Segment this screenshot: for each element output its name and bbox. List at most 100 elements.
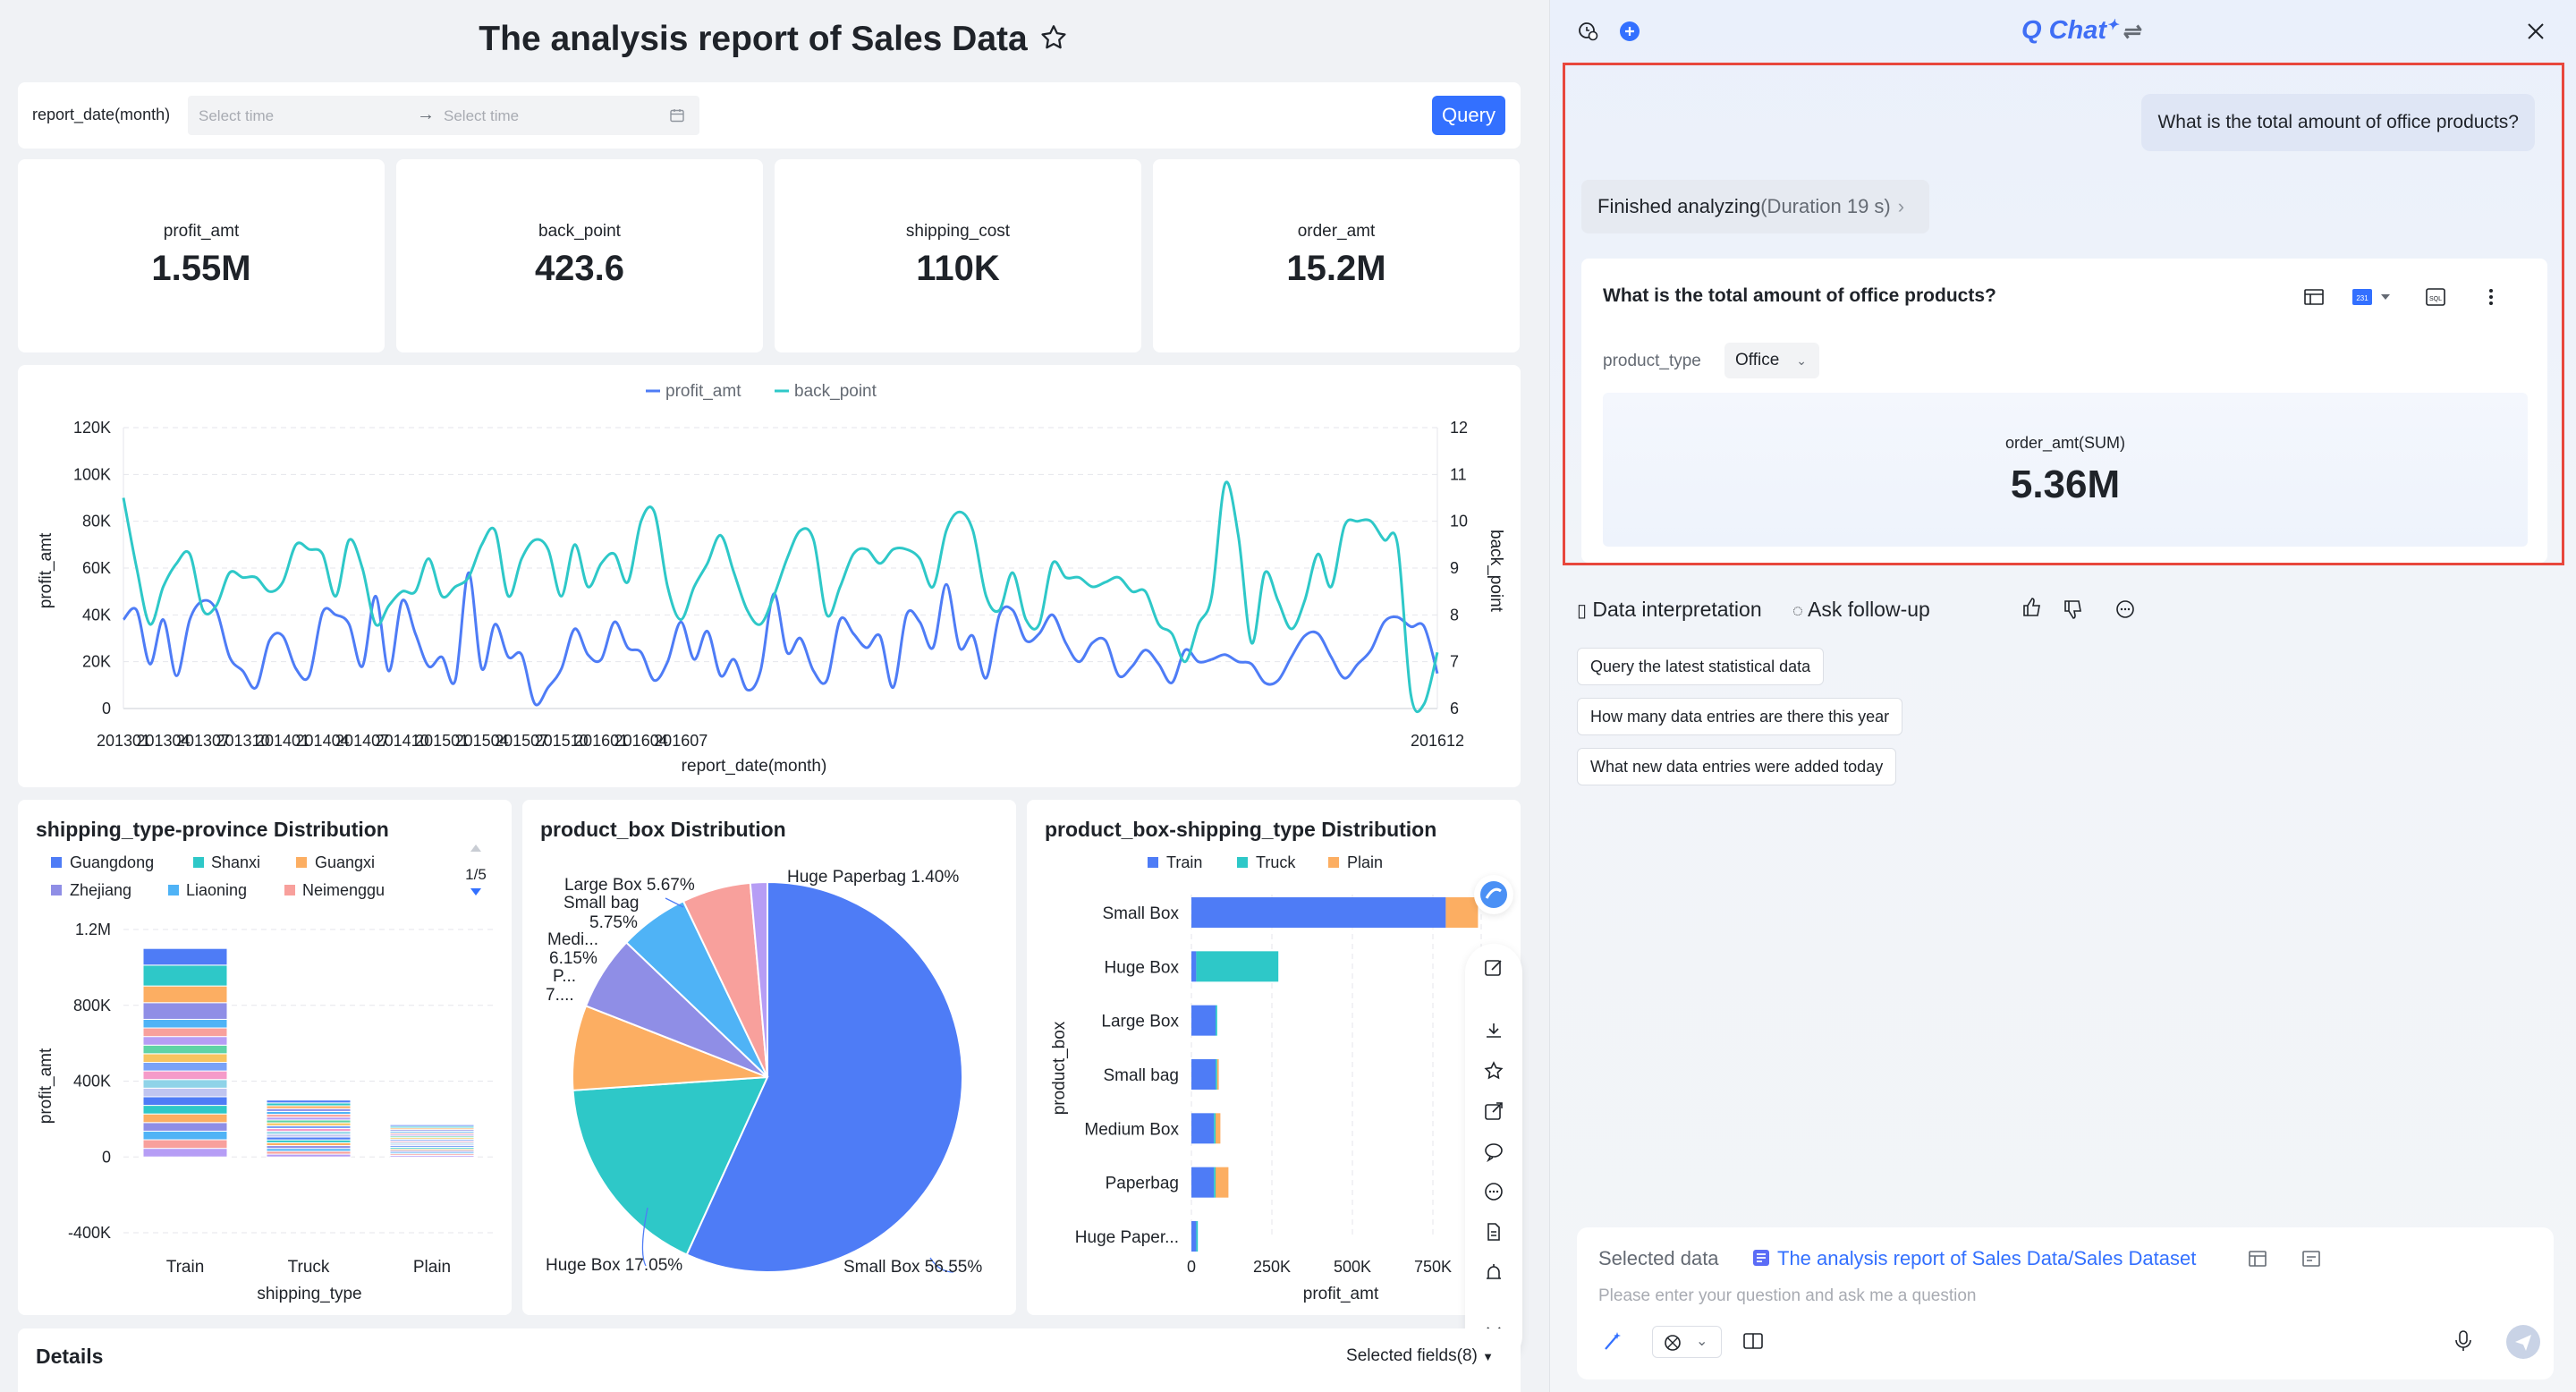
legend-next-page-icon[interactable] [470,888,481,895]
more-vertical-icon[interactable] [2478,284,2504,310]
x-tick-label: 201604 [614,732,668,750]
switch-icon[interactable]: ⇌ [2122,20,2140,44]
start-time-input[interactable]: Select time [199,107,275,124]
ai-assistant-button[interactable] [1474,875,1513,914]
switch-dataset-icon[interactable] [2300,1247,2323,1270]
calendar-icon[interactable] [669,107,685,123]
y-axis-title: profit_amt [37,532,55,608]
kpi-card-profit-amt[interactable]: profit_amt 1.55M [18,159,385,352]
star-icon[interactable] [1483,1060,1504,1082]
suggestion-chip[interactable]: What new data entries were added today [1577,748,1897,785]
hbar-segment [1191,951,1197,982]
x-tick-label: Train [166,1258,205,1277]
pie-chart[interactable]: Huge Paperbag 1.40% Large Box 5.67% Smal… [522,800,1016,1315]
pie-label: Huge Box 17.05% [546,1256,682,1275]
new-chat-icon[interactable] [1618,20,1641,43]
chat-input-box: Selected data The analysis report of Sal… [1577,1227,2554,1379]
y-tick-label: Paperbag [1106,1175,1179,1193]
analysis-status[interactable]: Finished analyzing(Duration 19 s) › [1581,180,1930,233]
stacked-bar-card[interactable]: shipping_type-province Distribution Guan… [18,800,512,1315]
dataset-table-icon[interactable] [2246,1247,2269,1270]
sql-icon[interactable]: SQL [2422,284,2449,310]
product-type-select[interactable]: Office ⌄ [1724,343,1819,378]
series-line-profit-amt [122,571,1439,707]
microphone-icon[interactable] [2450,1328,2477,1354]
dataset-link[interactable]: The analysis report of Sales Data/Sales … [1777,1247,2197,1269]
thumbs-down-icon[interactable] [2062,598,2085,621]
highlight-box: What is the total amount of office produ… [1563,63,2564,565]
bar-segment [142,1079,228,1089]
y-tick-label: Large Box [1101,1013,1179,1031]
data-interpretation-button[interactable]: ▯ Data interpretation [1577,598,1762,621]
kpi-card-back-point[interactable]: back_point 423.6 [396,159,763,352]
query-button[interactable]: Query [1432,96,1505,135]
pie-label: 6.15% [549,949,597,968]
end-time-input[interactable]: Select time [444,107,520,124]
magic-wand-icon[interactable] [1598,1328,1625,1354]
download-icon[interactable] [1483,1020,1504,1041]
edit-icon[interactable] [1483,957,1504,979]
bar-segment [142,1148,228,1158]
hbar-chart[interactable]: Train Truck Plain product_box profit_amt… [1027,800,1521,1315]
y-tick-label: 800K [73,997,111,1014]
ask-follow-up-label: Ask follow-up [1808,598,1930,621]
knowledge-book-icon[interactable] [1740,1328,1767,1354]
close-icon[interactable] [2524,20,2547,43]
bar-segment [142,985,228,1004]
x-tick-label: 201307 [176,732,230,750]
send-icon[interactable] [2505,1324,2541,1360]
hbar-segment [1445,897,1479,928]
history-icon[interactable] [1577,20,1600,43]
x-tick-label: 750K [1414,1258,1452,1276]
share-icon[interactable] [1483,1100,1504,1122]
selected-fields-label: Selected fields(8) [1346,1346,1478,1365]
more-circle-icon[interactable] [1483,1181,1504,1202]
report-title: The analysis report of Sales Data [479,20,1028,58]
suggestion-chip[interactable]: Query the latest statistical data [1577,648,1825,685]
date-range-picker[interactable]: Select time → Select time [188,96,699,135]
pie-label: Small Box 56.55% [843,1258,982,1277]
x-tick-label: 201410 [376,732,429,750]
details-title: Details [36,1345,104,1368]
legend-prev-page-icon[interactable] [470,845,481,852]
more-circle-icon[interactable] [2114,598,2137,621]
thumbs-up-icon[interactable] [2021,596,2044,619]
y-tick-label: 400K [73,1073,111,1091]
product-type-value: Office [1735,351,1780,369]
table-view-icon[interactable] [2301,284,2327,310]
alarm-icon[interactable] [1483,1261,1504,1283]
line-chart-card[interactable]: profit_amt back_point profit_amt back_po… [18,365,1521,787]
kpi-card-order-amt[interactable]: order_amt 15.2M [1153,159,1520,352]
favorite-star-icon[interactable] [1038,22,1069,53]
chat-input[interactable]: Please enter your question and ask me a … [1598,1286,1977,1305]
kpi-value: 423.6 [534,249,625,288]
stacked-bar-chart[interactable]: Guangdong Shanxi Guangxi Zhejiang Liaoni… [18,800,512,1315]
y-tick-label: Small Box [1102,904,1179,923]
x-axis-title: profit_amt [1303,1285,1379,1303]
suggestion-chip[interactable]: How many data entries are there this yea… [1577,698,1903,735]
legend-page: 1/5 [465,866,487,883]
floating-toolbar [1465,944,1522,1364]
hbar-chart-card[interactable]: product_box-shipping_type Distribution T… [1027,800,1521,1315]
chevron-down-icon: ⌄ [1696,1334,1708,1349]
comment-icon[interactable] [1483,1141,1504,1162]
x-tick-label: 201301 [97,732,150,750]
hbar-segment [1196,1221,1199,1252]
pie-chart-card[interactable]: product_box Distribution Huge Paperbag 1… [522,800,1016,1315]
document-icon[interactable] [1483,1221,1504,1243]
report-panel: The analysis report of Sales Data report… [18,20,1522,1392]
bar-segment [142,1002,228,1020]
selected-fields-dropdown[interactable]: Selected fields(8) ▼ [1346,1346,1494,1366]
hbar-segment [1214,1167,1216,1198]
bar-segment [142,947,228,966]
bar-segment [142,1130,228,1141]
filter-bar: report_date(month) Select time → Select … [18,82,1521,149]
model-select[interactable]: ⌄ [1652,1326,1722,1358]
kpi-card-shipping-cost[interactable]: shipping_cost 110K [775,159,1141,352]
ask-follow-up-button[interactable]: ◌ Ask follow-up [1792,598,1930,621]
hbar-segment [1216,1059,1219,1090]
x-tick-label: Truck [288,1258,330,1277]
pie-label: Medi... [547,930,598,949]
line-chart[interactable]: profit_amt back_point profit_amt back_po… [18,365,1521,787]
chart-type-icon[interactable]: 231 [2349,284,2399,310]
